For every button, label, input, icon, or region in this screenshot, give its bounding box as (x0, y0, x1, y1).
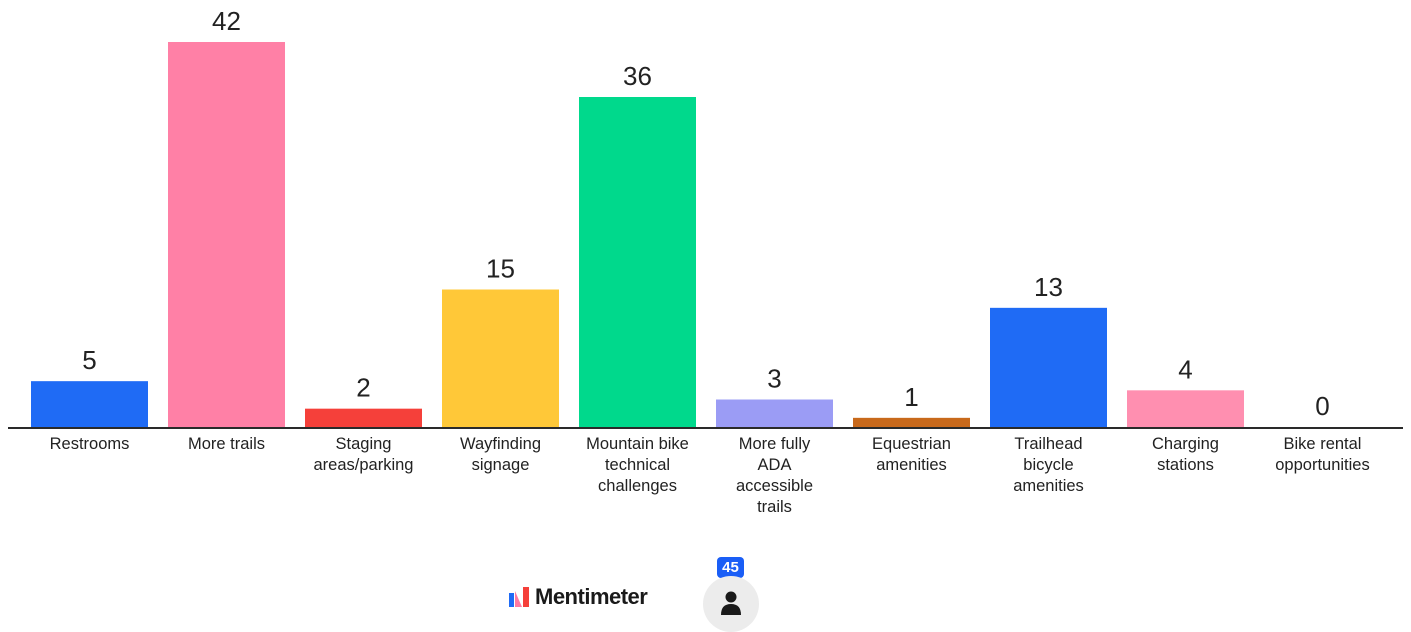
category-label: Restrooms (50, 435, 130, 453)
bar-value-label: 13 (1034, 272, 1063, 302)
person-icon (721, 591, 741, 615)
bar (853, 417, 970, 427)
bar (168, 42, 285, 427)
participant-avatar[interactable] (703, 576, 759, 632)
category-label: Equestrian amenities (872, 435, 951, 474)
category-label: More trails (188, 435, 265, 453)
bar (716, 399, 833, 427)
bar-value-label: 5 (82, 345, 96, 375)
bar-value-label: 2 (356, 373, 370, 403)
category-label: Charging stations (1152, 435, 1219, 474)
bar-value-label: 1 (904, 382, 918, 412)
response-count-badge: 45 (717, 557, 744, 578)
bar (990, 307, 1107, 427)
bar (442, 289, 559, 427)
bar-value-label: 42 (212, 6, 241, 36)
category-label: Trailhead bicycle amenities (1013, 435, 1084, 495)
mentimeter-logo-icon (509, 587, 529, 607)
brand: Mentimeter (509, 584, 648, 609)
category-label: Wayfinding signage (460, 435, 541, 474)
category-label: Staging areas/parking (314, 435, 414, 474)
bar (1127, 390, 1244, 427)
bar-value-label: 15 (486, 254, 515, 284)
bar-value-label: 36 (623, 61, 652, 91)
category-label: Mountain bike technical challenges (586, 435, 689, 495)
category-label: More fully ADA accessible trails (736, 435, 813, 516)
category-label: Bike rental opportunities (1275, 435, 1369, 474)
bar (579, 97, 696, 427)
bar-value-label: 4 (1178, 354, 1192, 384)
bar-value-label: 3 (767, 364, 781, 394)
brand-name: Mentimeter (535, 584, 648, 609)
bar-chart: 5 Restrooms 42 More trails 2 Staging areas/par… (8, 6, 1403, 516)
bar (305, 408, 422, 427)
bar-value-label: 0 (1315, 391, 1329, 421)
bar (31, 381, 148, 427)
